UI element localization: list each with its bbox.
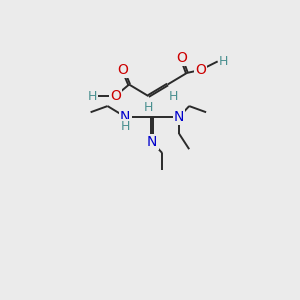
Text: O: O <box>110 89 121 103</box>
Text: H: H <box>88 90 97 103</box>
Text: N: N <box>120 110 130 124</box>
Text: H: H <box>219 55 229 68</box>
Text: H: H <box>121 120 130 133</box>
Text: H: H <box>144 101 153 114</box>
Text: O: O <box>195 63 206 77</box>
Text: N: N <box>174 110 184 124</box>
Text: H: H <box>169 90 178 103</box>
Text: O: O <box>176 51 187 65</box>
Text: N: N <box>147 135 158 149</box>
Text: O: O <box>118 63 128 77</box>
